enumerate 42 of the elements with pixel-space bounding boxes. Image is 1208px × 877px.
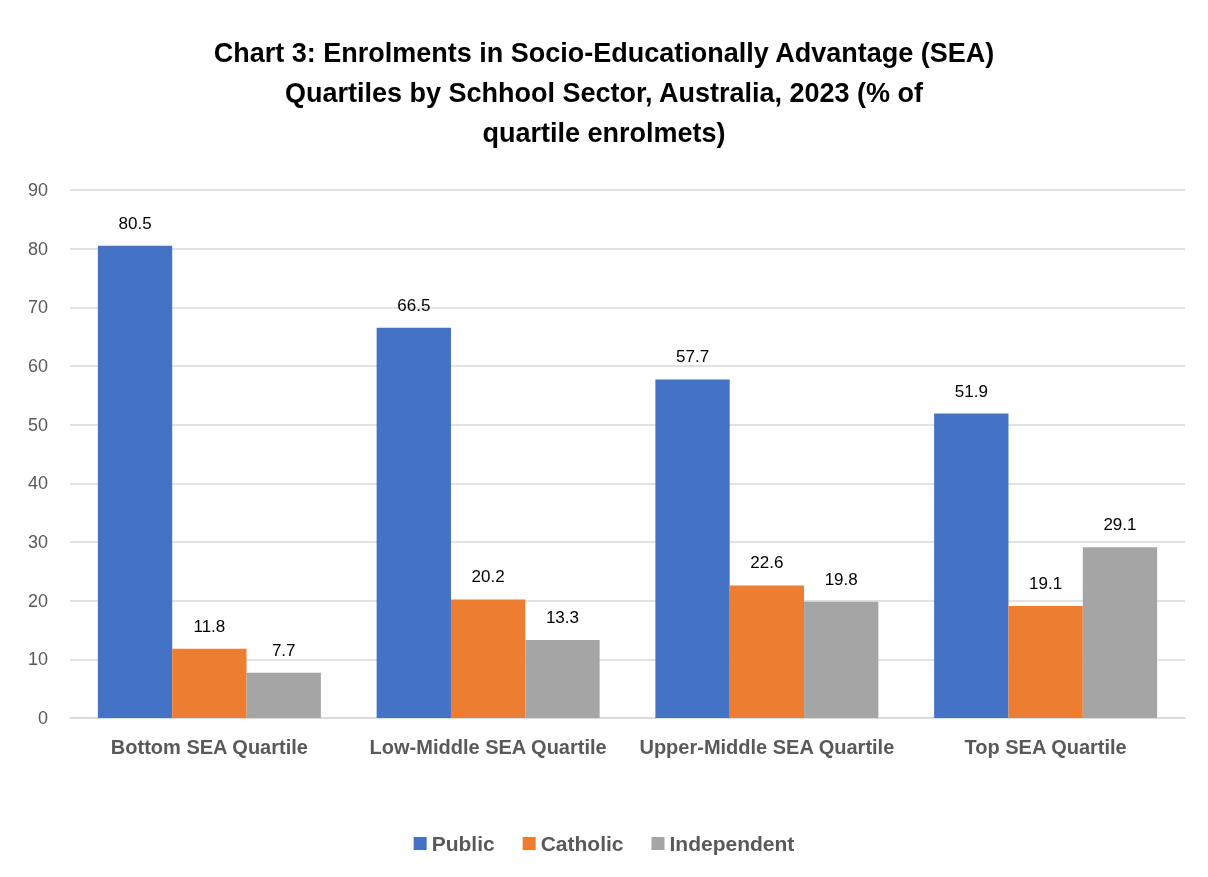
- bar: [97, 245, 173, 718]
- data-label: 29.1: [1103, 515, 1137, 535]
- data-label: 19.1: [1029, 573, 1063, 593]
- bar: [525, 639, 600, 718]
- data-label: 51.9: [954, 381, 988, 401]
- data-label: 57.7: [675, 347, 710, 367]
- legend-label: Independent: [669, 832, 795, 855]
- bar: [376, 327, 451, 718]
- data-label: 80.5: [118, 213, 152, 233]
- bar: [1082, 547, 1158, 718]
- data-label: 20.2: [471, 567, 505, 587]
- data-label: 22.6: [750, 553, 784, 573]
- bar: [172, 648, 247, 718]
- y-tick-label: 10: [27, 649, 48, 670]
- data-label: 19.8: [824, 569, 858, 589]
- data-label: 7.7: [271, 640, 296, 660]
- x-tick-label: Upper-Middle SEA Quartile: [639, 736, 895, 758]
- y-tick-label: 60: [27, 356, 48, 376]
- bar: [934, 413, 1009, 718]
- bar: [729, 585, 805, 718]
- chart-title: Chart 3: Enrolments in Socio-Educationally Advantage (SEA) Quartiles by Schhool Sector, Australia, 2023 (% of quartile enrolmets): [213, 38, 995, 148]
- bar: [246, 672, 321, 718]
- data-label: 11.8: [193, 616, 226, 636]
- y-tick-label: 40: [27, 473, 48, 494]
- data-label: 13.3: [545, 607, 580, 627]
- legend-label: Public: [431, 832, 495, 855]
- x-tick-label: Top SEA Quartile: [964, 736, 1127, 758]
- y-tick-label: 90: [27, 180, 48, 200]
- x-tick-label: Low-Middle SEA Quartile: [369, 736, 607, 758]
- y-tick-label: 70: [27, 297, 48, 318]
- bar: [1008, 605, 1083, 718]
- x-tick-label: Bottom SEA Quartile: [110, 736, 308, 758]
- legend-label: Catholic: [540, 832, 624, 855]
- data-label: 66.5: [397, 295, 431, 315]
- bar: [450, 599, 526, 718]
- bar: [655, 379, 730, 718]
- y-tick-label: 20: [27, 590, 48, 611]
- y-tick-label: 80: [27, 238, 48, 259]
- y-tick-label: 30: [27, 532, 48, 552]
- y-tick-label: 50: [27, 414, 48, 435]
- y-tick-label: 0: [37, 708, 48, 728]
- bar: [804, 601, 879, 718]
